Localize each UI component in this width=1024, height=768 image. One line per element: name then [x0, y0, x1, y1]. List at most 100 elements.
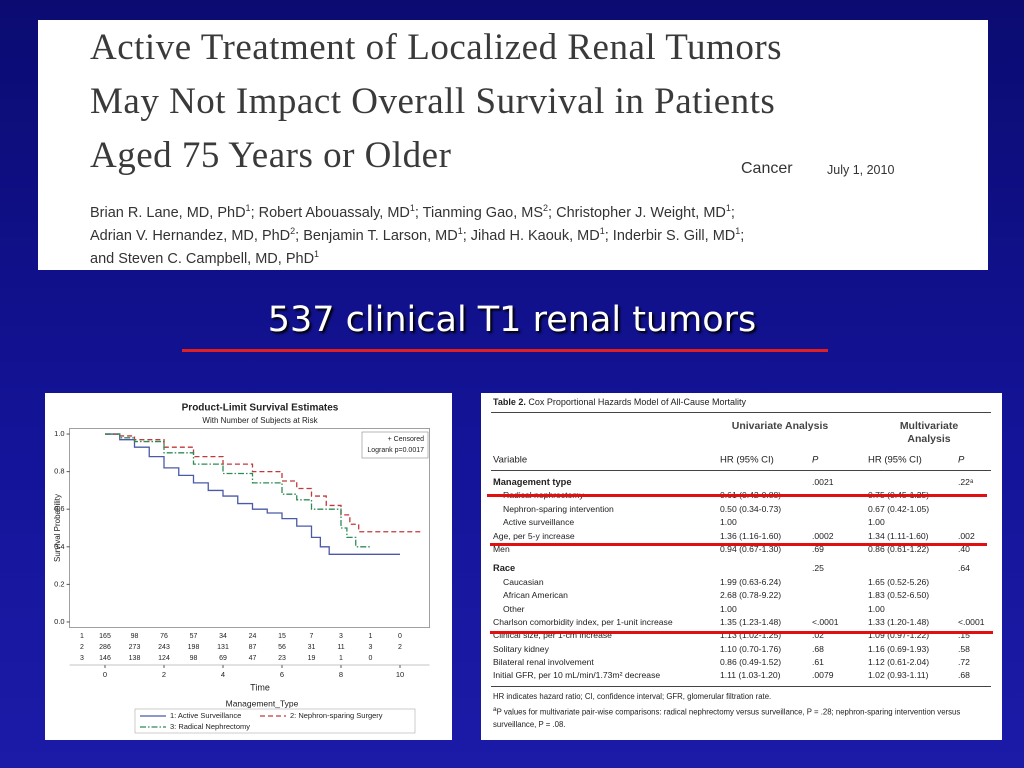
table-cell: 0.86 (0.61-1.22) [868, 544, 930, 554]
risk-row-label: 3 [80, 655, 84, 662]
table-cell: Solitary kidney [493, 644, 549, 654]
risk-count: 76 [160, 633, 168, 640]
table-cell: .15 [958, 630, 970, 640]
risk-count: 15 [278, 633, 286, 640]
author: ; Inderbir S. Gill, MD [604, 227, 736, 244]
table-cell: 0.86 (0.49-1.52) [720, 657, 782, 667]
affiliation: 1 [409, 203, 415, 213]
affiliation: 2 [543, 203, 549, 213]
affiliation: 1 [245, 203, 251, 213]
table-title: Table 2. Cox Proportional Hazards Model … [493, 397, 746, 407]
table-cell: 0.67 (0.42-1.05) [868, 504, 930, 514]
risk-count: 273 [129, 644, 141, 651]
risk-count: 138 [129, 655, 141, 662]
risk-count: 1 [339, 655, 343, 662]
table-cell: 1.11 (1.03-1.20) [720, 670, 781, 680]
author: ; [730, 204, 735, 221]
table-rule [491, 470, 991, 471]
column-header: P [812, 454, 819, 466]
affiliation: 1 [599, 226, 605, 236]
risk-count: 69 [219, 655, 227, 662]
journal: Cancer [741, 160, 793, 177]
x-axis-label: Time [250, 682, 270, 692]
risk-count: 131 [217, 644, 229, 651]
table-cell: Other [503, 604, 525, 614]
y-tick-label: 0.4 [54, 542, 64, 551]
column-header: P [958, 454, 965, 466]
author: ; Tianming Gao, MS [414, 204, 544, 221]
risk-count: 23 [278, 655, 286, 662]
table-cell: .64 [958, 563, 970, 573]
survival-chart: Product-Limit Survival Estimates With Num… [53, 403, 430, 734]
legend-box [361, 431, 429, 459]
survival-curve [105, 433, 400, 555]
table-cell: .0002 [812, 531, 834, 541]
risk-count: 11 [337, 644, 344, 651]
risk-count: 146 [99, 655, 111, 662]
risk-count: 243 [158, 644, 170, 651]
table-cell: .25 [812, 563, 824, 573]
y-axis-label: Survival Probability [53, 494, 62, 562]
highlight-line [490, 631, 993, 634]
table-cell: Race [493, 563, 516, 573]
risk-count: 57 [190, 633, 198, 640]
table-rule [491, 412, 991, 413]
chart-title: Product-Limit Survival Estimates [182, 403, 339, 414]
table-panel: Table 2. Cox Proportional Hazards Model … [481, 393, 1002, 740]
risk-count: 87 [249, 644, 257, 651]
table-cell: 1.00 [720, 604, 737, 614]
table-cell: Bilateral renal involvement [493, 657, 594, 667]
table-cell: Caucasian [503, 577, 544, 587]
table-cell: 1.09 (0.97-1.22) [868, 630, 930, 640]
highlight-line [490, 543, 987, 546]
table-caption: Cox Proportional Hazards Model of All-Ca… [528, 397, 746, 407]
risk-count: 0 [369, 655, 373, 662]
legend-label: 2: Nephron-sparing Surgery [290, 711, 383, 720]
table-cell: 1.00 [868, 604, 885, 614]
survival-panel: Product-Limit Survival Estimates With Num… [45, 393, 452, 740]
slide-subtitle: 537 clinical T1 renal tumors [267, 300, 757, 340]
footnote-text: HR indicates hazard ratio; CI, confidenc… [493, 692, 772, 701]
footnote: HR indicates hazard ratio; CI, confidenc… [493, 692, 993, 701]
table-cell: .0079 [812, 670, 834, 680]
author: ; Robert Abouassaly, MD [250, 204, 410, 221]
footnote-text: P values for multivariate pair-wise comp… [493, 707, 961, 729]
y-tick-label: 0.8 [54, 467, 64, 476]
table-cell: Nephron-sparing intervention [503, 504, 614, 514]
table-cell: 1.13 (1.02-1.25) [720, 630, 782, 640]
risk-count: 19 [308, 655, 316, 662]
affiliation: 2 [290, 226, 296, 236]
x-tick-label: 2 [162, 670, 166, 679]
table-cell: 1.12 (0.61-2.04) [868, 657, 930, 667]
risk-count: 124 [158, 655, 170, 662]
table-cell: Clinical size, per 1-cm increase [493, 630, 612, 640]
survival-curve [105, 433, 421, 533]
risk-count: 2 [398, 644, 402, 651]
table-cell: .0021 [812, 477, 834, 487]
table-cell: Charlson comorbidity index, per 1-unit i… [493, 617, 673, 627]
table-cell: 1.99 (0.63-6.24) [720, 577, 782, 587]
legend-label: 1: Active Surveillance [170, 711, 241, 720]
author: and Steven C. Campbell, MD, PhD [90, 250, 315, 267]
table-cell: 1.35 (1.23-1.48) [720, 617, 782, 627]
risk-count: 165 [99, 633, 111, 640]
table-cell: 1.83 (0.52-6.50) [868, 590, 930, 600]
risk-count: 56 [278, 644, 286, 651]
table-cell: .69 [812, 544, 824, 554]
risk-row-label: 1 [80, 633, 84, 640]
table-cell: 1.10 (0.70-1.76) [720, 644, 782, 654]
survival-curve [105, 433, 371, 548]
table-cell: .61 [812, 657, 824, 667]
author-line: and Steven C. Campbell, MD, PhD1 [90, 249, 319, 267]
risk-count: 286 [99, 644, 111, 651]
table-cell: Men [493, 544, 510, 554]
author: ; [740, 227, 745, 244]
group-header: Univariate Analysis [731, 420, 829, 432]
affiliation: 1 [735, 226, 741, 236]
table-cell: 1.00 [720, 517, 737, 527]
author: ; Christopher J. Weight, MD [548, 204, 726, 221]
legend-note: + Censored [388, 436, 424, 443]
footnote-mark: a [493, 706, 497, 713]
column-header: HR (95% CI) [720, 454, 774, 466]
